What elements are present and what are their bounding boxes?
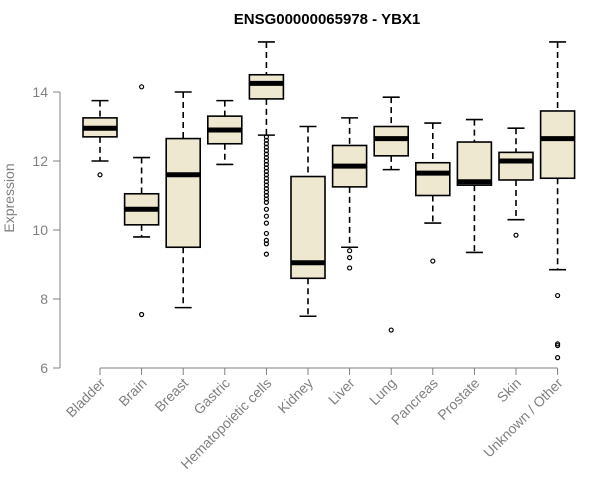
box-group xyxy=(123,84,160,318)
box-group xyxy=(331,117,368,271)
outlier-point xyxy=(388,327,394,333)
y-tick-label: 6 xyxy=(40,360,48,376)
outlier-point xyxy=(97,172,103,178)
box-iqr xyxy=(165,137,201,249)
box-group xyxy=(456,118,493,254)
box-iqr xyxy=(456,141,493,186)
box-group xyxy=(82,99,118,178)
x-category-label: Kidney xyxy=(275,375,317,417)
box-group xyxy=(165,91,201,309)
box-group xyxy=(539,41,576,361)
box-group xyxy=(290,125,326,318)
box-iqr xyxy=(414,161,451,197)
outlier-point xyxy=(513,232,519,238)
box-group xyxy=(373,96,410,333)
outlier-point xyxy=(554,342,561,349)
chart-title: ENSG00000065978 - YBX1 xyxy=(234,11,421,28)
y-tick-label: 14 xyxy=(32,84,48,100)
box-iqr xyxy=(373,125,410,157)
outlier-point xyxy=(347,265,353,271)
box-group xyxy=(414,122,451,264)
box-group xyxy=(248,41,285,257)
x-category-label: Brain xyxy=(115,375,149,409)
x-category-label: Liver xyxy=(325,375,358,408)
x-category-label: Unknown / Other xyxy=(480,375,566,461)
outlier-point xyxy=(263,213,269,219)
box-group xyxy=(207,99,243,166)
y-tick-label: 10 xyxy=(32,222,48,238)
outlier-point xyxy=(139,84,145,90)
outlier-point xyxy=(347,255,353,261)
x-category-label: Skin xyxy=(494,375,525,406)
outlier-point xyxy=(554,292,561,299)
y-tick-label: 8 xyxy=(40,291,48,307)
x-category-label: Bladder xyxy=(63,375,109,421)
outlier-point xyxy=(139,311,145,318)
outlier-point xyxy=(263,251,269,257)
box-iqr xyxy=(248,73,285,100)
box-iqr xyxy=(498,151,534,181)
outlier-point xyxy=(263,220,269,226)
box-iqr xyxy=(539,110,576,180)
y-tick-label: 12 xyxy=(32,153,48,169)
outlier-point xyxy=(554,341,561,347)
y-axis-title: Expression xyxy=(1,163,17,232)
outlier-point xyxy=(554,355,561,361)
plot-area xyxy=(82,41,576,361)
outlier-point xyxy=(263,241,269,247)
outlier-point xyxy=(430,258,436,264)
x-category-label: Lung xyxy=(366,375,399,408)
x-category-label: Prostate xyxy=(434,375,482,423)
box-group xyxy=(498,127,534,238)
outlier-point xyxy=(263,206,269,212)
outlier-point xyxy=(263,230,269,237)
outlier-point xyxy=(263,199,269,205)
x-category-label: Breast xyxy=(151,375,191,415)
outlier-point xyxy=(347,248,353,254)
